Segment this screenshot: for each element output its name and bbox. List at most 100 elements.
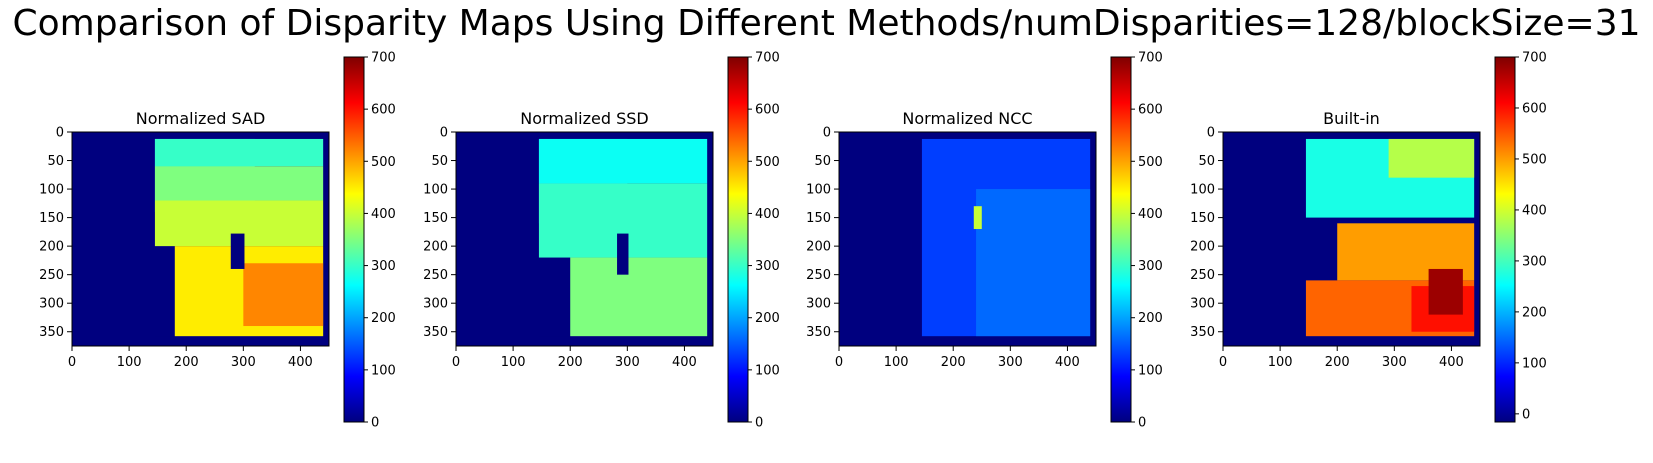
- panel-title: Normalized SSD: [520, 109, 648, 128]
- colorbar-tick-label: 300: [755, 259, 780, 274]
- x-tick-label: 100: [501, 355, 526, 370]
- image-margin: [456, 132, 539, 346]
- y-tick-label: 50: [47, 154, 64, 169]
- x-tick-label: 200: [1325, 355, 1350, 370]
- colorbar: [343, 56, 365, 423]
- image-margin: [1223, 132, 1306, 346]
- disparity-image: [1223, 132, 1480, 346]
- y-tick-label: 100: [806, 183, 831, 198]
- disparity-region: [570, 257, 708, 337]
- y-tick-label: 250: [39, 268, 64, 283]
- y-tick-label: 0: [1207, 126, 1215, 141]
- x-tick-label: 300: [615, 355, 640, 370]
- y-tick-label: 100: [423, 183, 448, 198]
- y-tick-label: 150: [1190, 211, 1215, 226]
- image-margin: [1223, 132, 1480, 139]
- x-tick-label: 0: [68, 355, 76, 370]
- disparity-region: [154, 166, 324, 201]
- y-tick-label: 100: [39, 183, 64, 198]
- y-tick-label: 0: [440, 126, 448, 141]
- colorbar-tick-label: 600: [1522, 101, 1547, 116]
- y-tick-label: 0: [823, 126, 831, 141]
- panel-title: Normalized SAD: [136, 109, 266, 128]
- y-tick-label: 100: [1190, 183, 1215, 198]
- x-tick-label: 300: [231, 355, 256, 370]
- axes-frame: [838, 131, 1097, 347]
- y-tick-label: 50: [814, 154, 831, 169]
- y-tick-label: 150: [39, 211, 64, 226]
- y-tick-label: 50: [431, 154, 448, 169]
- disparity-region: [538, 138, 708, 184]
- disparity-region: [1428, 268, 1463, 315]
- colorbar-tick-label: 300: [1522, 254, 1547, 269]
- image-margin: [1223, 336, 1480, 346]
- y-tick-label: 200: [1190, 240, 1215, 255]
- y-tick-label: 0: [56, 126, 64, 141]
- y-tick-label: 300: [423, 297, 448, 312]
- disparity-image: [456, 132, 713, 346]
- colorbar-tick-label: 0: [1522, 407, 1530, 422]
- disparity-region: [973, 206, 982, 230]
- colorbar-tick-label: 200: [1522, 305, 1547, 320]
- y-tick-label: 250: [423, 268, 448, 283]
- y-tick-label: 250: [806, 268, 831, 283]
- colorbar-tick-label: 400: [1522, 203, 1547, 218]
- x-tick-label: 100: [884, 355, 909, 370]
- panel-4: Built-in 0 100 200 300 400 0 50 100 150 200 250 300 3…: [1190, 51, 1547, 423]
- colorbar-tick-label: 0: [1138, 416, 1146, 431]
- image-margin: [1090, 132, 1096, 346]
- colorbar-tick-label: 600: [371, 103, 396, 118]
- axes-frame: [455, 131, 714, 347]
- colorbar-tick-label: 500: [1138, 155, 1163, 170]
- panel-title: Built-in: [1323, 109, 1380, 128]
- image-margin: [1474, 132, 1480, 346]
- colorbar-tick-label: 0: [371, 416, 379, 431]
- colorbar-tick-label: 200: [755, 311, 780, 326]
- colorbar-tick-label: 600: [1138, 103, 1163, 118]
- disparity-region: [230, 233, 245, 269]
- colorbar-tick-label: 300: [371, 259, 396, 274]
- panel-3: Normalized NCC 0 100 200 300 400 0 50 100 150 200 2…: [806, 51, 1163, 431]
- colorbar-tick-label: 700: [755, 51, 780, 66]
- colorbar-tick-label: 500: [1522, 152, 1547, 167]
- colorbar: [1494, 56, 1516, 423]
- x-tick-label: 200: [558, 355, 583, 370]
- x-tick-label: 0: [452, 355, 460, 370]
- colorbar-tick-label: 100: [755, 363, 780, 378]
- disparity-region: [976, 189, 1091, 337]
- colorbar-tick-label: 700: [1138, 51, 1163, 66]
- y-tick-label: 150: [423, 211, 448, 226]
- axes-frame: [1222, 131, 1481, 347]
- x-tick-label: 200: [941, 355, 966, 370]
- image-margin: [839, 132, 922, 346]
- colorbar-tick-label: 200: [1138, 311, 1163, 326]
- y-tick-label: 200: [39, 240, 64, 255]
- y-tick-label: 200: [423, 240, 448, 255]
- disparity-region: [154, 138, 324, 167]
- x-tick-label: 400: [672, 355, 697, 370]
- axes-frame: [71, 131, 330, 347]
- y-tick-label: 300: [806, 297, 831, 312]
- figure-title: Comparison of Disparity Maps Using Diffe…: [12, 3, 1641, 44]
- y-tick-label: 200: [806, 240, 831, 255]
- y-tick-label: 350: [423, 325, 448, 340]
- colorbar-tick-label: 0: [755, 416, 763, 431]
- disparity-image: [72, 132, 329, 346]
- y-tick-label: 350: [1190, 325, 1215, 340]
- y-tick-label: 300: [39, 297, 64, 312]
- colorbar-tick-label: 100: [1522, 356, 1547, 371]
- colorbar-tick-label: 100: [1138, 363, 1163, 378]
- y-tick-label: 150: [806, 211, 831, 226]
- y-tick-label: 350: [39, 325, 64, 340]
- y-tick-label: 300: [1190, 297, 1215, 312]
- colorbar-tick-label: 500: [371, 155, 396, 170]
- image-margin: [839, 336, 1096, 346]
- y-tick-label: 350: [806, 325, 831, 340]
- disparity-region: [1388, 138, 1475, 178]
- image-margin: [72, 132, 155, 346]
- disparity-image: [839, 132, 1096, 346]
- x-tick-label: 400: [1055, 355, 1080, 370]
- colorbar-tick-label: 400: [1138, 207, 1163, 222]
- x-tick-label: 0: [1219, 355, 1227, 370]
- colorbar-tick-label: 400: [371, 207, 396, 222]
